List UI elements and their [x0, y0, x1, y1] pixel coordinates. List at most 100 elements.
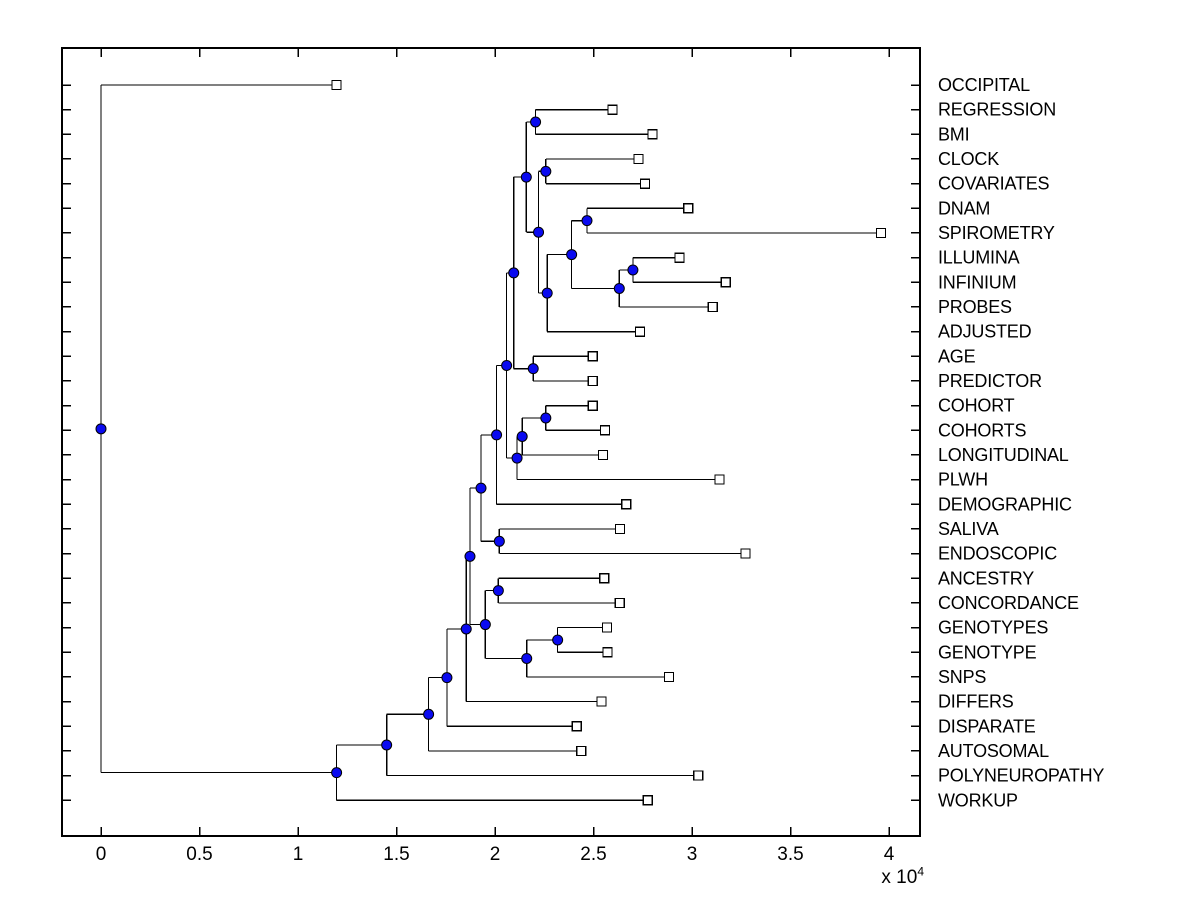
leaf-marker — [599, 573, 610, 584]
leaf-label: PREDICTOR — [938, 371, 1042, 391]
branch-dot — [533, 226, 545, 238]
leaf-marker — [663, 671, 675, 683]
leaf-label: ANCESTRY — [938, 568, 1034, 588]
leaf-marker — [714, 474, 725, 485]
leaf-label: COHORTS — [938, 420, 1026, 440]
x-axis-tick-label: 1 — [293, 844, 304, 865]
leaf-label: LONGITUDINAL — [938, 445, 1069, 465]
x-axis-tick-label: 2 — [490, 844, 501, 865]
leaf-label: AUTOSOMAL — [938, 741, 1049, 761]
branch-dot — [441, 672, 453, 684]
branch-dot — [479, 619, 491, 631]
leaf-label: SNPS — [938, 667, 986, 687]
leaf-label: GENOTYPES — [938, 618, 1048, 638]
leaf-marker — [621, 499, 632, 510]
leaf-marker — [331, 79, 342, 91]
leaf-label: REGRESSION — [938, 100, 1056, 120]
branch-dot — [475, 482, 487, 494]
branch-dot — [521, 652, 533, 664]
leaf-marker — [647, 129, 658, 140]
leaf-marker — [707, 301, 718, 313]
leaf-label: SPIROMETRY — [938, 223, 1055, 243]
leaf-label: WORKUP — [938, 790, 1018, 810]
leaf-marker — [602, 647, 613, 658]
leaf-label: DISPARATE — [938, 716, 1036, 736]
leaf-marker — [614, 597, 625, 609]
branch-dot — [566, 249, 578, 261]
leaf-marker — [614, 523, 626, 535]
leaf-marker — [587, 375, 598, 387]
branch-dot — [516, 430, 528, 442]
branch-dot — [95, 423, 107, 435]
branch-dot — [423, 708, 435, 720]
branch-dot — [511, 452, 523, 464]
branch-dot — [540, 165, 552, 177]
x-axis-tick-label: 1.5 — [383, 844, 409, 865]
branch-dot — [552, 634, 564, 646]
leaf-marker — [596, 696, 607, 707]
leaf-marker — [642, 795, 653, 806]
exponent-base-text: x 10 — [881, 867, 918, 888]
leaf-marker — [587, 400, 598, 411]
branch-dot — [492, 585, 504, 597]
leaf-marker — [597, 449, 609, 461]
leaf-label: SALIVA — [938, 519, 999, 539]
leaf-marker — [607, 104, 618, 115]
branch-dot — [491, 429, 503, 441]
leaf-label: COHORT — [938, 396, 1015, 416]
leaf-label: ADJUSTED — [938, 322, 1032, 342]
x-axis-tick-label: 0 — [96, 844, 107, 865]
leaf-marker — [599, 425, 611, 436]
leaf-label: GENOTYPE — [938, 642, 1037, 662]
branch-dot — [540, 412, 552, 424]
leaf-label: CLOCK — [938, 149, 999, 169]
leaf-marker — [740, 548, 751, 559]
leaf-label: DEMOGRAPHIC — [938, 494, 1072, 514]
leaf-marker — [674, 252, 685, 263]
branch-dot — [508, 267, 520, 279]
leaf-label: ILLUMINA — [938, 248, 1020, 268]
branch-dot — [520, 171, 532, 183]
branch-dot — [530, 116, 542, 128]
leaf-marker — [693, 770, 704, 781]
x-axis-tick-label: 4 — [884, 844, 895, 865]
leaf-label: BMI — [938, 124, 969, 144]
leaf-marker — [601, 622, 612, 633]
leaf-marker — [633, 153, 644, 165]
branch-dot — [627, 264, 639, 276]
branch-dot — [464, 550, 476, 562]
leaf-marker — [571, 721, 582, 732]
leaf-marker — [639, 178, 651, 189]
leaf-label: AGE — [938, 346, 976, 366]
branch-dot — [493, 535, 505, 547]
leaf-label: ENDOSCOPIC — [938, 544, 1057, 564]
branch-dot — [381, 739, 393, 751]
branch-dot — [501, 359, 513, 371]
x-axis-exponent-label: x 104 — [852, 864, 924, 889]
plot-box — [61, 47, 921, 837]
exponent-power-text: 4 — [917, 864, 924, 879]
x-axis-tick-label: 3.5 — [777, 844, 803, 865]
branch-dot — [541, 287, 553, 299]
leaf-label: DIFFERS — [938, 692, 1014, 712]
leaf-marker — [634, 326, 646, 337]
leaf-marker — [875, 227, 887, 239]
branch-dot — [460, 623, 472, 635]
leaf-label: PROBES — [938, 297, 1012, 317]
leaf-label: CONCORDANCE — [938, 593, 1079, 613]
branch-dot — [581, 215, 593, 227]
leaf-label: INFINIUM — [938, 272, 1016, 292]
branch-dot — [613, 282, 625, 294]
branch-dot — [527, 363, 539, 375]
leaf-marker — [587, 351, 598, 362]
leaf-label: COVARIATES — [938, 174, 1050, 194]
x-axis-tick-label: 0.5 — [186, 844, 212, 865]
x-axis-tick-label: 2.5 — [580, 844, 606, 865]
leaf-marker — [576, 745, 587, 757]
leaf-marker — [683, 203, 694, 214]
leaf-label: OCCIPITAL — [938, 75, 1030, 95]
leaf-label: POLYNEUROPATHY — [938, 766, 1104, 786]
leaf-label: DNAM — [938, 198, 990, 218]
